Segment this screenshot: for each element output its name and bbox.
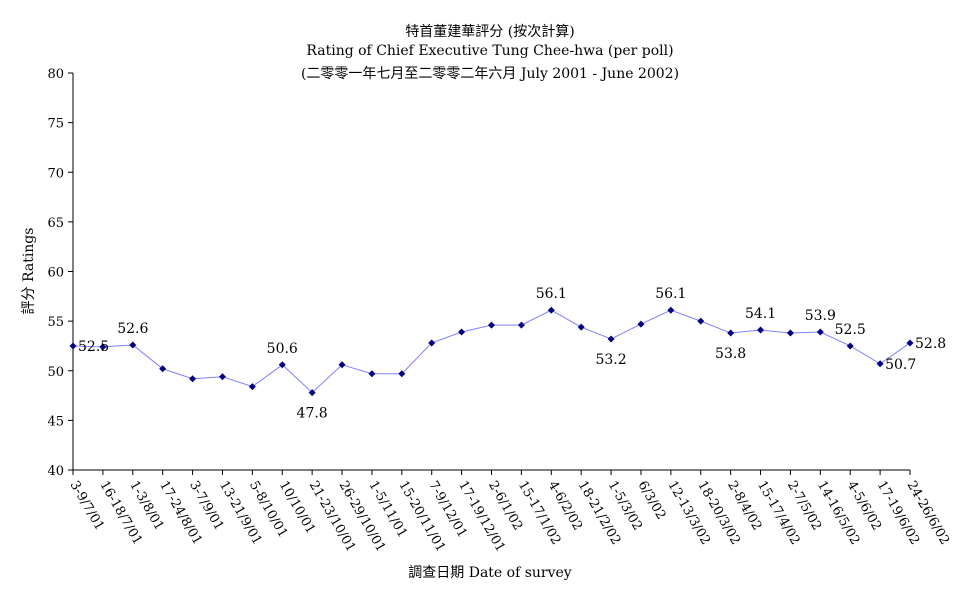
y-tick-label: 65 xyxy=(47,216,64,231)
data-point xyxy=(547,306,555,314)
data-point xyxy=(517,321,525,329)
data-point xyxy=(786,329,794,337)
y-tick-label: 45 xyxy=(47,414,64,429)
data-label: 56.1 xyxy=(536,286,567,302)
data-label: 52.5 xyxy=(835,322,866,338)
data-label: 52.8 xyxy=(915,336,946,352)
data-point xyxy=(697,317,705,325)
chart-title: 特首董建華評分 (按次計算) xyxy=(405,24,574,40)
data-point xyxy=(69,342,77,350)
data-label: 56.1 xyxy=(655,286,686,302)
data-point xyxy=(906,339,914,347)
data-point xyxy=(846,342,854,350)
y-tick-label: 50 xyxy=(47,365,64,380)
data-label: 52.6 xyxy=(117,321,148,337)
data-point xyxy=(159,365,167,373)
data-point xyxy=(428,339,436,347)
data-point xyxy=(816,328,824,336)
y-tick-label: 80 xyxy=(47,67,64,82)
y-axis-label: 評分 Ratings xyxy=(21,228,37,315)
data-point xyxy=(607,335,615,343)
data-point xyxy=(757,326,765,334)
y-tick-label: 55 xyxy=(47,315,64,330)
data-label: 50.6 xyxy=(267,341,298,357)
data-point xyxy=(458,328,466,336)
data-point xyxy=(248,383,256,391)
data-point xyxy=(876,360,884,368)
data-label: 50.7 xyxy=(885,357,916,373)
chart-subtitle-2: (二零零一年七月至二零零二年六月 July 2001 - June 2002) xyxy=(301,66,679,82)
data-point xyxy=(278,361,286,369)
y-tick-label: 75 xyxy=(47,117,64,132)
data-point xyxy=(727,329,735,337)
data-point xyxy=(99,343,107,351)
data-point xyxy=(338,361,346,369)
data-label: 53.8 xyxy=(715,346,746,362)
data-point xyxy=(637,320,645,328)
data-label: 53.2 xyxy=(595,352,626,368)
y-tick-label: 40 xyxy=(47,464,64,479)
data-point xyxy=(189,375,197,383)
data-point xyxy=(398,370,406,378)
data-point xyxy=(308,389,316,397)
data-point xyxy=(667,306,675,314)
x-axis-label: 調查日期 Date of survey xyxy=(408,565,572,581)
data-point xyxy=(577,323,585,331)
y-tick-label: 60 xyxy=(47,266,64,281)
data-point xyxy=(129,341,137,349)
y-tick-label: 70 xyxy=(47,166,64,181)
data-point xyxy=(368,370,376,378)
data-point xyxy=(218,373,226,381)
chart-subtitle: Rating of Chief Executive Tung Chee-hwa … xyxy=(306,43,673,59)
data-label: 53.9 xyxy=(805,308,836,324)
data-label: 47.8 xyxy=(297,406,328,422)
data-label: 52.5 xyxy=(78,339,109,355)
data-label: 54.1 xyxy=(745,306,776,322)
data-point xyxy=(488,321,495,329)
